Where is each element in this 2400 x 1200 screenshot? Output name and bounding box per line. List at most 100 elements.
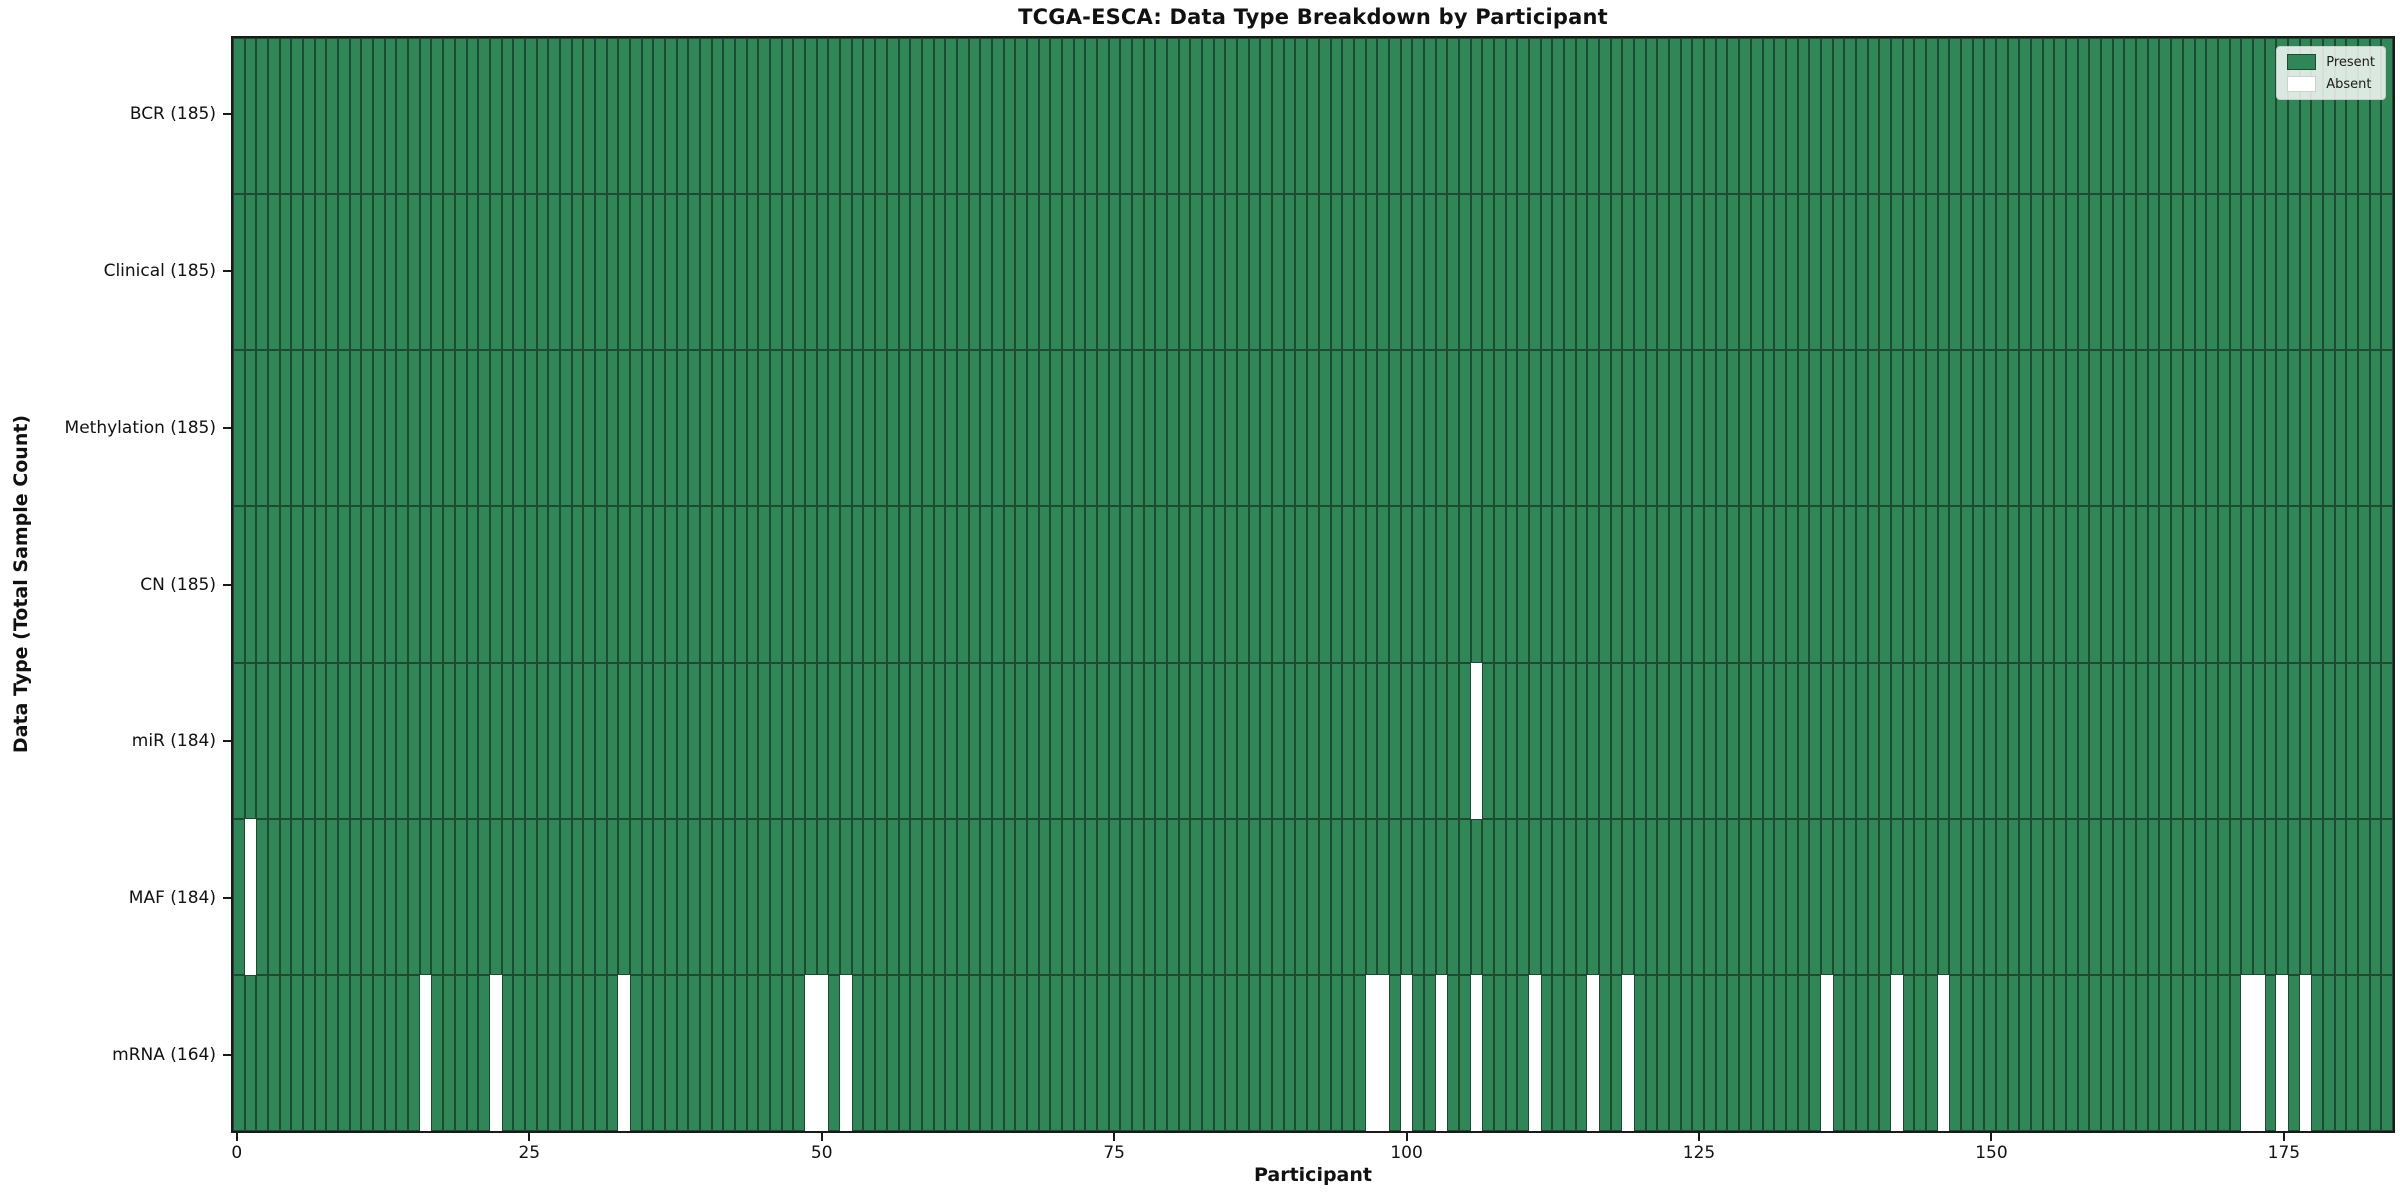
present-cell — [2369, 974, 2382, 1131]
present-cell — [1937, 350, 1950, 507]
present-cell — [1599, 974, 1611, 1131]
present-cell — [618, 38, 630, 195]
present-cell — [2381, 662, 2393, 819]
present-cell — [2171, 38, 2183, 195]
present-cell — [1085, 974, 1097, 1131]
present-cell — [396, 506, 409, 663]
present-cell — [956, 38, 969, 195]
present-cell — [1493, 974, 1506, 1131]
present-cell — [1470, 194, 1483, 351]
present-cell — [583, 818, 595, 975]
present-cell — [384, 974, 397, 1131]
present-cell — [2101, 194, 2113, 351]
present-cell — [1867, 350, 1880, 507]
present-cell — [2171, 662, 2183, 819]
present-cell — [2264, 506, 2277, 663]
present-cell — [2182, 194, 2195, 351]
present-cell — [233, 974, 245, 1131]
present-cell — [1015, 350, 1027, 507]
present-cell — [1365, 506, 1378, 663]
present-cell — [361, 350, 374, 507]
present-cell — [1423, 662, 1436, 819]
present-cell — [1412, 194, 1424, 351]
present-cell — [559, 506, 572, 663]
present-cell — [2031, 818, 2043, 975]
present-cell — [244, 350, 257, 507]
present-cell — [1225, 818, 1238, 975]
present-cell — [2007, 974, 2020, 1131]
present-cell — [1342, 38, 1354, 195]
present-cell — [1061, 818, 1074, 975]
present-cell — [384, 38, 397, 195]
present-cell — [1657, 350, 1670, 507]
present-cell — [1832, 818, 1845, 975]
present-cell — [676, 818, 689, 975]
present-cell — [1026, 818, 1039, 975]
present-cell — [1213, 38, 1226, 195]
present-cell — [349, 38, 362, 195]
present-cell — [1330, 38, 1343, 195]
present-cell — [1307, 38, 1319, 195]
present-cell — [594, 194, 607, 351]
present-cell — [256, 194, 269, 351]
present-cell — [1750, 818, 1763, 975]
present-cell — [910, 38, 922, 195]
present-cell — [233, 38, 245, 195]
present-cell — [2089, 818, 2102, 975]
present-cell — [1704, 974, 1716, 1131]
present-cell — [2089, 350, 2102, 507]
present-cell — [1213, 662, 1226, 819]
present-cell — [1330, 662, 1343, 819]
present-cell — [1447, 194, 1459, 351]
present-cell — [2042, 38, 2055, 195]
present-cell — [1470, 506, 1483, 663]
present-cell — [1750, 350, 1763, 507]
present-cell — [396, 662, 409, 819]
absent-cell — [1890, 974, 1903, 1131]
present-cell — [1610, 818, 1623, 975]
heatmap-row-methylation — [233, 350, 2393, 507]
present-cell — [1143, 818, 1156, 975]
present-cell — [723, 974, 736, 1131]
present-cell — [1902, 350, 1915, 507]
present-cell — [2101, 974, 2113, 1131]
present-cell — [1797, 974, 1810, 1131]
present-cell — [559, 818, 572, 975]
present-cell — [1610, 194, 1623, 351]
present-cell — [770, 194, 782, 351]
present-cell — [1353, 662, 1366, 819]
present-cell — [1365, 38, 1378, 195]
present-cell — [1867, 974, 1880, 1131]
present-cell — [676, 38, 689, 195]
present-cell — [1832, 974, 1845, 1131]
present-cell — [816, 194, 829, 351]
present-cell — [2194, 506, 2207, 663]
present-cell — [1902, 818, 1915, 975]
present-cell — [898, 974, 911, 1131]
present-cell — [291, 506, 304, 663]
present-cell — [1972, 350, 1985, 507]
present-cell — [1762, 662, 1775, 819]
present-cell — [770, 38, 782, 195]
present-cell — [396, 818, 409, 975]
present-cell — [664, 194, 677, 351]
present-cell — [1820, 38, 1833, 195]
present-cell — [2334, 662, 2347, 819]
y-tick-label-mir: miR (184) — [131, 731, 216, 752]
present-cell — [1295, 662, 1308, 819]
present-cell — [1248, 506, 1261, 663]
present-cell — [2147, 38, 2160, 195]
present-cell — [291, 38, 304, 195]
present-cell — [1307, 662, 1319, 819]
present-cell — [921, 350, 934, 507]
present-cell — [1096, 194, 1109, 351]
present-cell — [980, 974, 992, 1131]
present-cell — [478, 194, 490, 351]
present-cell — [1388, 506, 1401, 663]
present-cell — [1680, 662, 1693, 819]
present-cell — [863, 662, 876, 819]
present-cell — [513, 350, 525, 507]
present-cell — [664, 974, 677, 1131]
present-cell — [2264, 818, 2277, 975]
present-cell — [1482, 38, 1494, 195]
